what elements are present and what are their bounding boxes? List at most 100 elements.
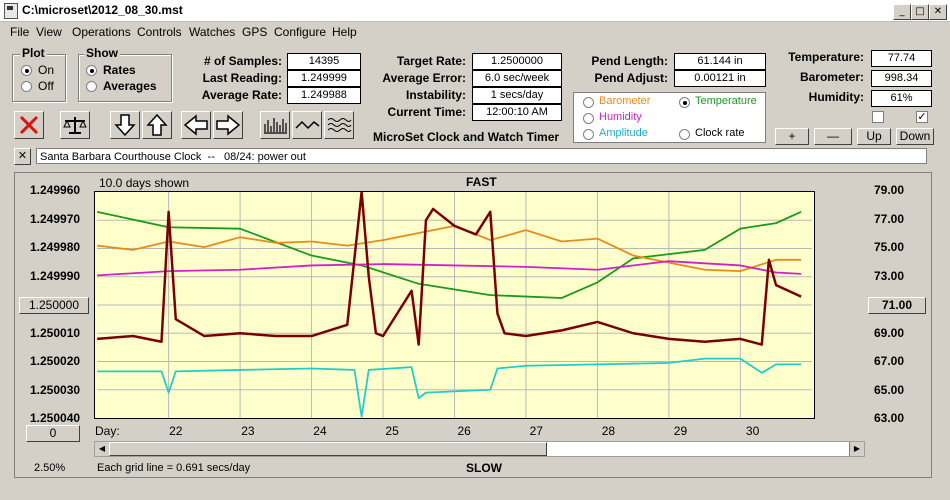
pend-length-label: Pend Length: [591, 54, 668, 68]
target-rate-field: 1.2500000 [472, 53, 562, 70]
series-humidity [97, 260, 802, 277]
barometer-field: 998.34 [871, 70, 932, 87]
down-button[interactable]: Down [896, 128, 934, 145]
x-tick-label: 25 [385, 424, 399, 438]
left-tick-label: 1.250040 [30, 411, 81, 425]
grid-note: Each grid line = 0.691 secs/day [97, 462, 251, 474]
samples-label: # of Samples: [203, 54, 282, 68]
show-averages-label: Averages [103, 79, 157, 93]
rate-reference-button[interactable]: 1.250000 [19, 297, 89, 314]
temperature-radio[interactable] [679, 97, 690, 108]
title-bar: C:\microset\2012_08_30.mst _ □ ✕ [0, 0, 950, 22]
show-rates-radio[interactable] [86, 65, 97, 76]
clock-rate-option: Clock rate [695, 127, 745, 139]
last-reading-label: Last Reading: [202, 71, 282, 85]
minimize-button[interactable]: _ [893, 4, 911, 20]
pend-length-field: 61.144 in [674, 53, 766, 70]
arrow-right-icon [216, 114, 241, 136]
menu-help[interactable]: Help [332, 25, 357, 39]
humidity-option: Humidity [599, 111, 642, 123]
average-error-label: Average Error: [382, 71, 466, 85]
right-tick-label: 67.00 [874, 354, 905, 368]
left-tick-label: 1.249960 [30, 183, 81, 197]
menu-file[interactable]: File [10, 25, 30, 39]
stop-button[interactable] [14, 111, 44, 139]
arrow-up-button[interactable] [142, 111, 172, 139]
temperature-option: Temperature [695, 95, 757, 107]
plot-off-radio[interactable] [21, 81, 32, 92]
multi-wave-icon [327, 118, 352, 132]
target-rate-label: Target Rate: [396, 54, 466, 68]
close-button[interactable]: ✕ [929, 4, 947, 20]
arrow-down-icon [114, 114, 136, 137]
left-tick-label: 1.250020 [30, 354, 81, 368]
show-group-title: Show [84, 46, 120, 60]
last-reading-field: 1.249999 [287, 70, 361, 87]
barometer-radio[interactable] [583, 97, 594, 108]
x-tick-label: 22 [169, 424, 183, 438]
right-tick-label: 69.00 [874, 325, 905, 340]
app-icon [4, 3, 18, 19]
clock-rate-radio[interactable] [679, 129, 690, 140]
plot-on-radio[interactable] [21, 65, 32, 76]
arrow-right-button[interactable] [213, 111, 243, 139]
menu-bar: File View Operations Controls Watches GP… [0, 22, 950, 42]
right-tick-label: 75.00 [874, 240, 905, 254]
offset-button[interactable]: 0 [26, 425, 80, 442]
scroll-right-arrow-icon[interactable]: ▶ [849, 442, 864, 456]
temperature-field: 77.74 [871, 50, 932, 67]
x-tick-label: 23 [241, 424, 255, 438]
horizontal-scrollbar[interactable]: ◀ ▶ [94, 441, 865, 457]
minus-button[interactable]: — [814, 128, 852, 145]
plot-group-title: Plot [20, 46, 47, 60]
wave-button[interactable] [292, 111, 322, 139]
menu-configure[interactable]: Configure [274, 25, 327, 39]
fast-label: FAST [466, 175, 497, 189]
up-button[interactable]: Up [857, 128, 891, 145]
barometer-label: Barometer: [799, 70, 864, 84]
stop-icon [19, 115, 39, 135]
menu-gps[interactable]: GPS [242, 25, 268, 39]
plus-button[interactable]: + [775, 128, 809, 145]
x-tick-label: 26 [457, 424, 471, 438]
bar-chart-button[interactable] [260, 111, 290, 139]
temperature-label: Temperature: [788, 50, 864, 64]
multi-wave-button[interactable] [324, 111, 354, 139]
average-error-field: 6.0 sec/week [472, 70, 562, 87]
note-close-button[interactable]: ✕ [14, 148, 31, 165]
zoom-label: 2.50% [34, 462, 66, 474]
right-tick-label: 77.00 [874, 211, 905, 226]
arrow-left-button[interactable] [181, 111, 211, 139]
left-tick-label: 1.249990 [30, 268, 81, 283]
menu-watches[interactable]: Watches [189, 25, 236, 39]
arrow-down-button[interactable] [110, 111, 140, 139]
barometer-option: Barometer [599, 95, 651, 107]
menu-operations[interactable]: Operations [72, 25, 131, 39]
temp-reference-button[interactable]: 71.00 [868, 297, 926, 314]
right-tick-label: 63.00 [874, 411, 905, 425]
note-field[interactable]: Santa Barbara Courthouse Clock -- 08/24:… [36, 148, 927, 164]
amplitude-radio[interactable] [583, 129, 594, 140]
humidity-radio[interactable] [583, 113, 594, 124]
humidity-field: 61% [871, 90, 932, 107]
x-tick-label: 29 [673, 424, 688, 438]
plot-off-label: Off [38, 79, 54, 93]
checkbox-left[interactable] [872, 111, 884, 123]
scroll-thumb[interactable] [109, 442, 547, 456]
left-tick-label: 1.250010 [30, 325, 81, 340]
maximize-button[interactable]: □ [911, 4, 929, 20]
plot-group [12, 54, 66, 102]
arrow-up-icon [146, 113, 168, 136]
right-tick-label: 73.00 [874, 268, 905, 283]
slow-label: SLOW [466, 461, 502, 475]
scroll-left-arrow-icon[interactable]: ◀ [95, 442, 110, 456]
left-tick-label: 1.250030 [30, 382, 81, 397]
samples-field: 14395 [287, 53, 361, 70]
show-averages-radio[interactable] [86, 81, 97, 92]
checkbox-right[interactable]: ✓ [916, 111, 928, 123]
days-shown-label: 10.0 days shown [99, 176, 190, 190]
menu-controls[interactable]: Controls [137, 25, 182, 39]
balance-button[interactable] [60, 111, 90, 139]
series-amplitude [97, 357, 802, 418]
menu-view[interactable]: View [36, 25, 62, 39]
